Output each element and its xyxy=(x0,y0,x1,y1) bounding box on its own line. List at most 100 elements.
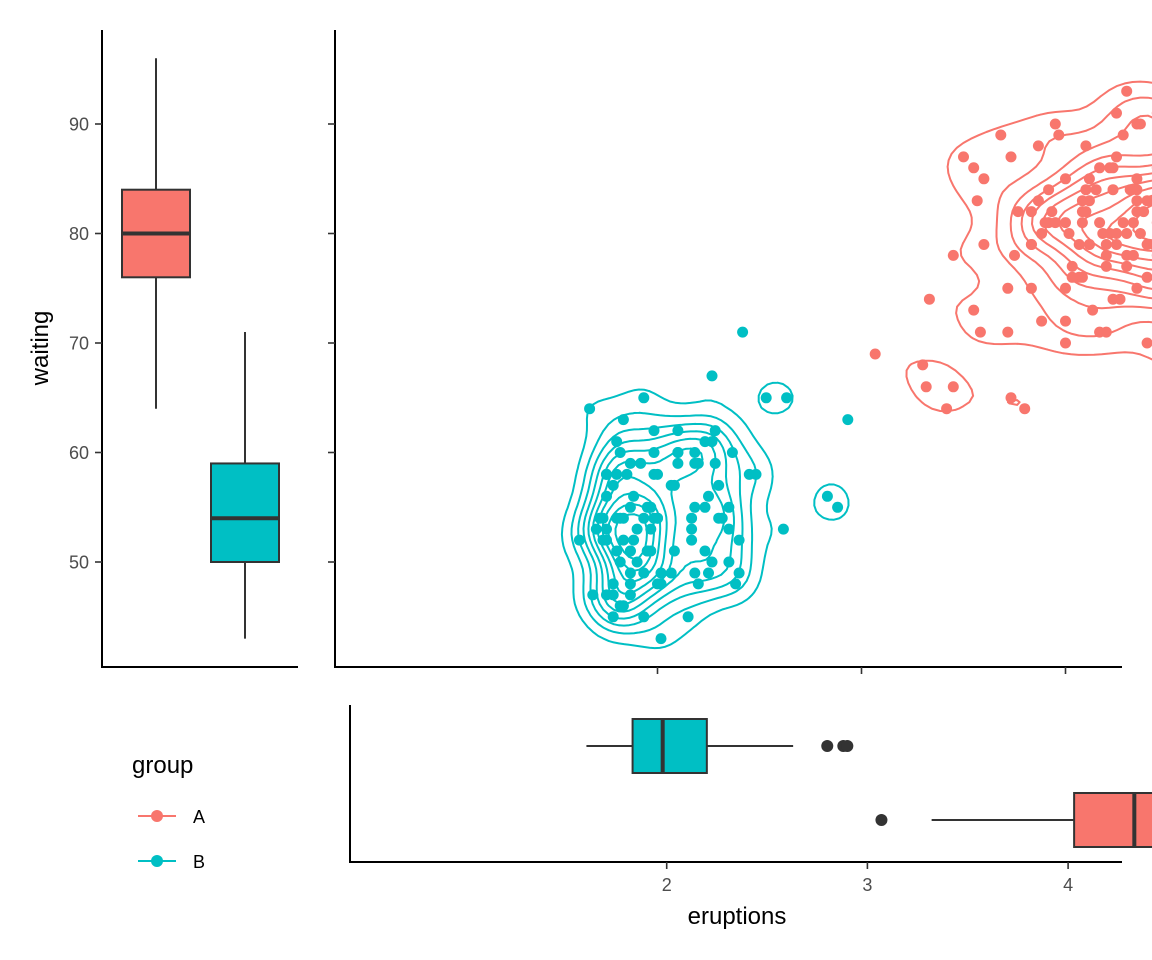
point-a-72 xyxy=(1002,326,1014,338)
point-a-85 xyxy=(1087,304,1099,316)
point-b-73 xyxy=(733,534,745,546)
point-a-164 xyxy=(947,381,959,393)
point-b-29 xyxy=(638,567,650,579)
point-b-77 xyxy=(709,457,721,469)
point-b-27 xyxy=(733,567,745,579)
point-a-97 xyxy=(971,195,983,207)
point-a-139 xyxy=(995,129,1007,141)
point-b-66 xyxy=(638,512,650,524)
point-b-1 xyxy=(709,425,721,437)
point-b-15 xyxy=(635,457,647,469)
point-a-107 xyxy=(1066,260,1078,272)
point-b-70 xyxy=(624,501,636,513)
point-a-126 xyxy=(974,326,986,338)
eruptions-box-b xyxy=(631,718,708,774)
point-b-38 xyxy=(699,545,711,557)
eruptions-outlier-b-2 xyxy=(841,740,854,752)
legend-title: group xyxy=(132,752,193,779)
point-a-91 xyxy=(1080,140,1092,152)
point-b-79 xyxy=(652,468,663,480)
point-a-10 xyxy=(1111,239,1122,250)
point-b-104 xyxy=(730,578,742,590)
main-axis-ticks xyxy=(328,123,1067,674)
point-a-7 xyxy=(1100,249,1112,261)
y-tick-label-70: 70 xyxy=(69,334,89,354)
point-a-167 xyxy=(1131,206,1143,218)
point-a-100 xyxy=(1060,173,1071,185)
legend-key-point-a xyxy=(151,810,163,822)
point-a-11 xyxy=(947,249,959,261)
x-tick-label-2: 2 xyxy=(662,875,672,895)
point-a-170 xyxy=(1111,151,1122,163)
point-a-134 xyxy=(1121,249,1133,261)
point-a-174 xyxy=(1053,129,1065,141)
point-a-123 xyxy=(1090,184,1102,196)
point-b-109 xyxy=(689,501,701,513)
y-tick-label-50: 50 xyxy=(69,553,89,573)
point-a-169 xyxy=(1083,239,1095,250)
point-b-103 xyxy=(723,523,735,535)
point-a-148 xyxy=(1097,228,1109,239)
eruptions-box-a xyxy=(1073,792,1152,848)
point-b-48 xyxy=(594,512,606,524)
point-b-107 xyxy=(743,468,755,480)
point-a-153 xyxy=(1100,326,1112,338)
point-a-161 xyxy=(1094,162,1106,174)
point-b-8 xyxy=(686,534,698,546)
point-b-88 xyxy=(781,392,793,404)
y-tick-label-80: 80 xyxy=(69,224,89,244)
point-b-47 xyxy=(587,589,599,601)
point-b-24 xyxy=(614,556,626,568)
point-a-5 xyxy=(1131,173,1143,185)
eruptions-outlier-b-0 xyxy=(821,740,834,752)
point-b-94 xyxy=(641,545,653,557)
point-b-106 xyxy=(614,447,626,458)
point-b-44 xyxy=(614,600,626,612)
point-b-57 xyxy=(611,545,623,557)
density-contour-b-2 xyxy=(570,411,758,635)
point-b-10 xyxy=(617,414,629,426)
point-b-74 xyxy=(703,490,714,502)
point-b-61 xyxy=(617,534,629,546)
point-b-71 xyxy=(686,523,698,535)
point-b-92 xyxy=(682,611,694,623)
point-a-54 xyxy=(1049,118,1061,130)
density-contour-a-4 xyxy=(1020,153,1152,300)
point-b-23 xyxy=(624,567,636,579)
scatter-points xyxy=(573,85,1152,645)
point-a-43 xyxy=(1107,293,1119,305)
point-b-2 xyxy=(832,501,844,513)
point-b-36 xyxy=(590,523,602,535)
point-a-30 xyxy=(1094,217,1106,229)
point-a-1 xyxy=(923,293,935,305)
point-b-75 xyxy=(652,512,663,524)
point-a-133 xyxy=(1036,315,1048,327)
point-a-119 xyxy=(1141,195,1152,207)
point-a-116 xyxy=(1063,228,1075,239)
point-a-140 xyxy=(1073,239,1085,250)
point-b-25 xyxy=(655,578,667,590)
point-b-101 xyxy=(638,392,650,404)
density-contour-a-1 xyxy=(905,80,1152,413)
point-a-104 xyxy=(1060,315,1071,327)
point-a-0 xyxy=(978,239,990,250)
point-a-109 xyxy=(1134,118,1146,130)
point-a-105 xyxy=(968,304,980,316)
point-a-33 xyxy=(958,151,969,163)
point-b-68 xyxy=(672,447,684,458)
point-b-100 xyxy=(706,370,718,382)
x-tick-label-3: 3 xyxy=(862,875,872,895)
point-b-35 xyxy=(665,567,677,579)
point-b-21 xyxy=(611,468,623,480)
point-a-42 xyxy=(1121,228,1133,239)
point-b-46 xyxy=(641,501,653,513)
legend-label-b: B xyxy=(193,852,205,872)
point-a-108 xyxy=(941,403,953,415)
point-b-9 xyxy=(648,425,660,437)
point-a-4 xyxy=(978,173,990,185)
point-a-66 xyxy=(1002,282,1014,294)
point-b-95 xyxy=(672,457,684,469)
legend-label-a: A xyxy=(193,807,205,827)
point-b-82 xyxy=(713,479,725,491)
point-a-94 xyxy=(1104,162,1116,174)
